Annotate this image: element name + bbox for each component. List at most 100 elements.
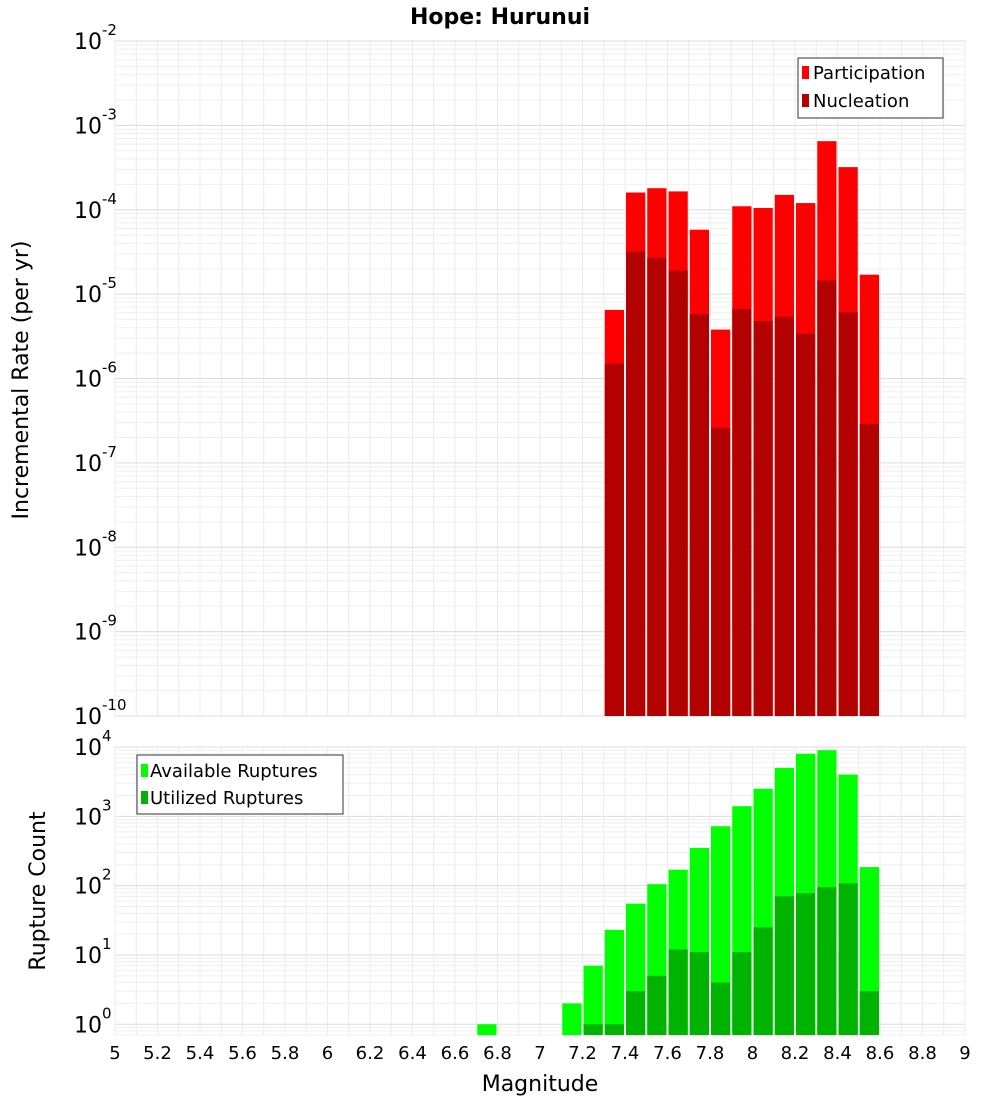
top-y-tick-label: 10-10 xyxy=(74,696,127,730)
x-tick-label: 6.6 xyxy=(441,1043,470,1064)
bottom-bar-utilized-ruptures xyxy=(753,927,773,1035)
bottom-y-tick-label: 102 xyxy=(74,866,112,900)
x-tick-label: 7.6 xyxy=(653,1043,682,1064)
bottom-y-tick-label: 103 xyxy=(74,796,112,830)
top-bar-nucleation xyxy=(732,308,752,716)
bottom-bar-available-ruptures xyxy=(604,929,624,1035)
top-legend: Participation Nucleation xyxy=(797,57,944,119)
x-tick-label: 5.8 xyxy=(271,1043,300,1064)
bottom-y-tick-base: 10 xyxy=(74,875,102,900)
legend-swatch-participation xyxy=(802,66,809,79)
top-y-tick-base: 10 xyxy=(74,536,102,561)
x-tick-label: 6.8 xyxy=(483,1043,512,1064)
bottom-y-tick-label: 100 xyxy=(74,1004,112,1038)
x-tick-label: 6.2 xyxy=(356,1043,385,1064)
bottom-bar-utilized-ruptures xyxy=(859,991,879,1035)
top-y-tick-base: 10 xyxy=(74,114,102,139)
chart-title: Hope: Hurunui xyxy=(410,5,590,30)
x-tick-label: 7 xyxy=(534,1043,545,1064)
top-y-tick-label: 10-3 xyxy=(74,105,117,139)
bottom-y-tick-label: 104 xyxy=(74,727,112,761)
legend-label-participation: Participation xyxy=(813,63,925,84)
top-bars xyxy=(604,141,879,717)
bottom-bar-available-ruptures xyxy=(562,1003,582,1035)
top-y-ticks: 10-210-310-410-510-610-710-810-910-10 xyxy=(74,21,127,730)
bottom-bar-utilized-ruptures xyxy=(838,883,858,1035)
top-y-tick-label: 10-6 xyxy=(74,359,117,393)
x-tick-label: 8 xyxy=(747,1043,758,1064)
top-bar-nucleation xyxy=(647,257,667,716)
top-y-tick-base: 10 xyxy=(74,30,102,55)
x-ticks: 5 5.2 5.4 5.6 5.8 6 6.2 6.4 6.6 6.8 7 7.2 7.4 7.6 7.8 8… xyxy=(109,1043,970,1064)
top-bar-nucleation xyxy=(604,363,624,716)
legend-swatch-available xyxy=(141,764,148,777)
top-bar-nucleation xyxy=(796,333,816,716)
top-y-tick-base: 10 xyxy=(74,621,102,646)
x-tick-label: 7.4 xyxy=(611,1043,640,1064)
top-bar-nucleation xyxy=(774,316,794,716)
top-y-tick-base: 10 xyxy=(74,705,102,730)
top-y-tick-base: 10 xyxy=(74,452,102,477)
top-y-tick-exp: -9 xyxy=(102,612,117,630)
top-y-tick-exp: -4 xyxy=(102,190,117,208)
x-tick-label: 8.4 xyxy=(823,1043,852,1064)
top-plot: 10-210-310-410-510-610-710-810-910-10 In… xyxy=(9,21,966,730)
top-grid xyxy=(114,40,966,717)
x-tick-label: 5.2 xyxy=(143,1043,172,1064)
bottom-bar-available-ruptures xyxy=(477,1024,497,1035)
legend-swatch-nucleation xyxy=(802,94,809,107)
legend-label-utilized: Utilized Ruptures xyxy=(150,788,303,809)
top-y-tick-label: 10-8 xyxy=(74,527,117,561)
top-bar-nucleation xyxy=(626,251,646,716)
top-y-tick-label: 10-7 xyxy=(74,443,117,477)
bottom-bar-utilized-ruptures xyxy=(668,949,688,1035)
bottom-y-tick-base: 10 xyxy=(74,736,102,761)
bottom-bars xyxy=(477,750,879,1035)
bottom-legend-box xyxy=(136,754,344,815)
top-y-tick-exp: -2 xyxy=(102,21,117,39)
x-tick-label: 6.4 xyxy=(398,1043,427,1064)
top-y-tick-base: 10 xyxy=(74,368,102,393)
bottom-y-tick-exp: 4 xyxy=(102,727,112,745)
x-axis-label: Magnitude xyxy=(482,1072,599,1097)
legend-swatch-utilized xyxy=(141,791,148,804)
bottom-y-tick-label: 101 xyxy=(74,935,112,969)
x-tick-label: 8.6 xyxy=(866,1043,895,1064)
top-y-tick-label: 10-4 xyxy=(74,190,117,224)
bottom-y-tick-base: 10 xyxy=(74,805,102,830)
top-legend-box xyxy=(797,57,944,119)
top-y-tick-exp: -6 xyxy=(102,359,117,377)
top-y-tick-exp: -3 xyxy=(102,105,117,123)
top-y-tick-exp: -8 xyxy=(102,527,117,545)
x-tick-label: 8.8 xyxy=(908,1043,937,1064)
top-bar-nucleation xyxy=(838,312,858,716)
bottom-y-tick-base: 10 xyxy=(74,944,102,969)
top-bar-nucleation xyxy=(711,427,731,716)
top-y-tick-label: 10-2 xyxy=(74,21,117,55)
bottom-bar-utilized-ruptures xyxy=(583,1024,603,1035)
top-y-tick-exp: -7 xyxy=(102,443,117,461)
top-y-tick-label: 10-9 xyxy=(74,612,117,646)
legend-label-available: Available Ruptures xyxy=(150,761,318,782)
top-y-tick-exp: -10 xyxy=(102,696,127,714)
bottom-bar-utilized-ruptures xyxy=(689,952,709,1035)
top-bar-nucleation xyxy=(859,423,879,716)
bottom-y-tick-exp: 0 xyxy=(102,1004,112,1022)
top-y-tick-exp: -5 xyxy=(102,274,117,292)
top-y-tick-base: 10 xyxy=(74,283,102,308)
bottom-bar-available-ruptures xyxy=(583,965,603,1035)
bottom-bar-utilized-ruptures xyxy=(774,896,794,1035)
bottom-bar-utilized-ruptures xyxy=(711,982,731,1035)
x-tick-label: 8.2 xyxy=(781,1043,810,1064)
x-tick-label: 5 xyxy=(109,1043,120,1064)
bottom-bar-utilized-ruptures xyxy=(817,887,837,1035)
x-tick-label: 7.8 xyxy=(696,1043,725,1064)
bottom-y-tick-base: 10 xyxy=(74,1013,102,1038)
bottom-y-tick-exp: 2 xyxy=(102,866,112,884)
top-y-tick-label: 10-5 xyxy=(74,274,117,308)
top-bar-nucleation xyxy=(817,280,837,716)
bottom-bar-utilized-ruptures xyxy=(604,1024,624,1035)
